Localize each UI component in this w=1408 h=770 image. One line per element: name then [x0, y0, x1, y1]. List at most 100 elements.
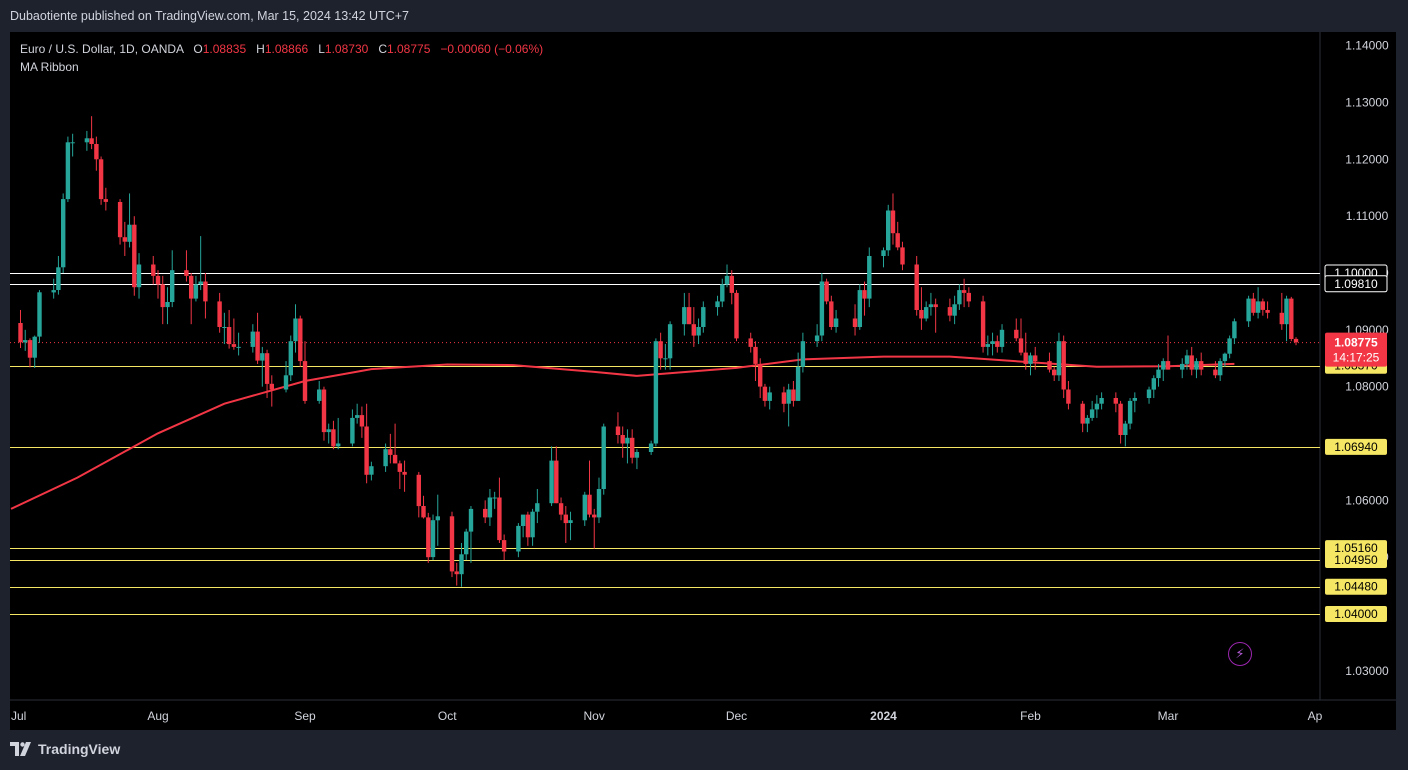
candle-body — [293, 318, 298, 342]
candle-body — [193, 284, 199, 299]
candle-body — [397, 463, 402, 472]
candle-body — [56, 267, 61, 290]
candle-body — [1260, 301, 1265, 310]
candle-body — [985, 344, 990, 347]
candle-body — [492, 497, 497, 499]
x-tick-label: Nov — [584, 709, 605, 723]
level-price-label: 1.04950 — [1334, 553, 1378, 567]
candle-body — [122, 237, 127, 242]
candle-body — [501, 540, 507, 552]
candle-body — [331, 429, 336, 447]
candle-body — [103, 199, 108, 202]
level-price-badge — [1325, 578, 1387, 595]
candle-body — [302, 361, 308, 401]
candle-body — [217, 301, 222, 327]
candle-body — [1018, 338, 1024, 353]
candle-body — [791, 389, 796, 401]
candle-body — [615, 426, 621, 435]
candle-body — [1213, 369, 1218, 376]
candle-body — [388, 449, 393, 455]
candle-body — [630, 437, 635, 458]
candle-body — [568, 520, 573, 523]
candle-body — [890, 210, 896, 234]
candle-body — [648, 443, 654, 452]
candle-body — [250, 331, 255, 347]
level-price-badge — [1325, 552, 1387, 568]
candle-body — [321, 389, 327, 433]
candle-body — [37, 292, 42, 337]
candle-body — [696, 327, 701, 336]
footer-bar: TradingView — [0, 730, 1408, 770]
candle-body — [51, 290, 56, 293]
candle-body — [549, 460, 554, 504]
candle-body — [1218, 361, 1223, 376]
candle-body — [1232, 321, 1237, 339]
candle-body — [298, 318, 303, 362]
candle-body — [819, 281, 825, 336]
candle-body — [1061, 341, 1066, 390]
candle-body — [582, 494, 587, 521]
candle-body — [136, 264, 142, 288]
open-value: 1.08835 — [202, 42, 247, 56]
candle-body — [468, 508, 474, 532]
candle-body — [487, 497, 493, 518]
last-price-badge — [1325, 332, 1387, 367]
candle-body — [1293, 338, 1299, 343]
candle-body — [65, 142, 71, 200]
candle-body — [1123, 423, 1128, 435]
x-tick-label: 2024 — [870, 709, 897, 723]
level-price-label: 1.05160 — [1334, 541, 1378, 555]
candle-body — [625, 437, 630, 444]
candle-body — [70, 142, 75, 144]
candle-body — [852, 318, 858, 327]
candle-body — [160, 284, 165, 308]
indicator-legend-row[interactable]: MA Ribbon — [20, 58, 543, 76]
candle-body — [260, 353, 265, 361]
x-tick-label: Oct — [438, 709, 457, 723]
candle-body — [990, 341, 995, 344]
candle-body — [459, 554, 464, 575]
x-tick-label: Aug — [147, 709, 168, 723]
candle-body — [430, 520, 436, 558]
candle-body — [1085, 417, 1090, 424]
candle-body — [833, 318, 839, 327]
level-price-badge — [1324, 275, 1388, 293]
low-value: 1.08730 — [324, 42, 369, 56]
y-tick-label: 1.13000 — [1345, 96, 1389, 110]
candle-body — [1251, 298, 1256, 313]
candle-body — [326, 429, 331, 433]
candle-body — [554, 460, 559, 504]
candlestick-chart[interactable]: 1.140001.130001.120001.110001.100001.090… — [10, 32, 1396, 730]
candle-body — [1066, 389, 1071, 404]
candle-body — [155, 275, 161, 285]
countdown-label: 14:17:25 — [1333, 351, 1380, 365]
candle-body — [525, 514, 531, 538]
candle-body — [1180, 363, 1185, 370]
candle-body — [198, 281, 203, 285]
candle-body — [829, 301, 834, 327]
candle-body — [497, 497, 502, 541]
candle-body — [359, 415, 365, 427]
x-tick-label: Dec — [726, 709, 747, 723]
indicator-name[interactable]: MA Ribbon — [20, 60, 79, 74]
candle-body — [886, 210, 891, 251]
chart-area[interactable]: 1.140001.130001.120001.110001.100001.090… — [10, 32, 1396, 730]
candle-body — [32, 336, 37, 358]
candle-body — [1265, 310, 1270, 313]
candle-body — [980, 301, 986, 347]
candle-body — [691, 324, 696, 336]
candle-body — [957, 290, 962, 305]
candle-body — [762, 386, 768, 401]
tradingview-brand[interactable]: TradingView — [10, 741, 120, 757]
candle-body — [520, 514, 526, 526]
candle-body — [867, 256, 872, 299]
candle-body — [795, 366, 801, 401]
lightning-icon[interactable]: ⚡ — [1228, 642, 1252, 666]
candle-body — [317, 389, 322, 401]
candle-body — [416, 474, 421, 507]
candle-body — [558, 503, 564, 515]
candle-body — [1184, 355, 1190, 364]
candle-body — [1255, 301, 1261, 313]
candle-body — [966, 292, 971, 302]
tradingview-brand-label: TradingView — [38, 741, 121, 757]
